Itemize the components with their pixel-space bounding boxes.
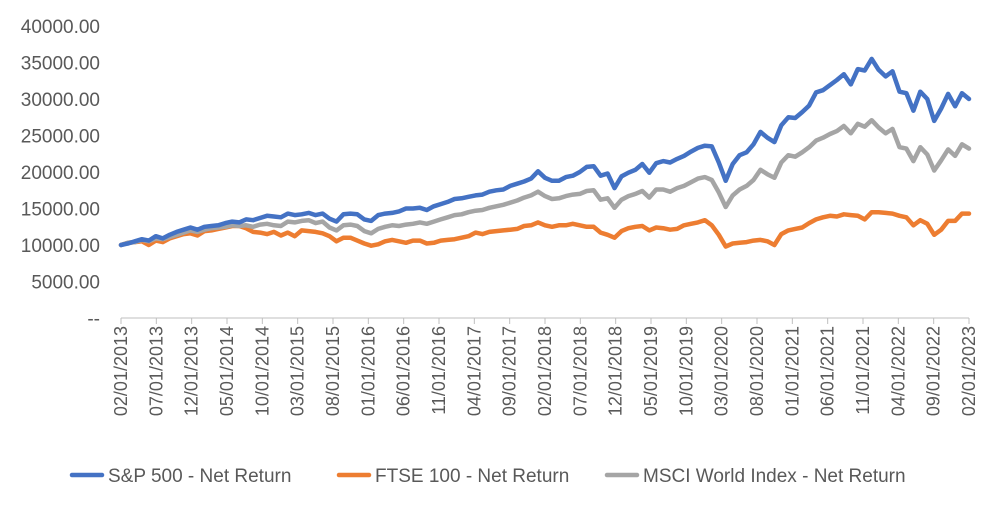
y-tick-label: 40000.00 [21, 17, 100, 38]
x-axis-labels: 02/01/2013 07/01/2013 12/01/2013 05/01/2014… [111, 326, 979, 416]
y-tick-label: -- [87, 309, 100, 330]
x-tick-label: 09/01/2022 [924, 326, 944, 416]
x-tick-label: 02/01/2013 [111, 326, 131, 416]
x-tick-label: 11/01/2021 [853, 326, 873, 415]
x-tick-label: 07/01/2013 [146, 326, 166, 416]
y-tick-label: 10000.00 [21, 236, 100, 257]
x-tick-label: 04/01/2022 [888, 326, 908, 416]
x-tick-label: 08/01/2015 [323, 326, 343, 416]
x-tick-label: 06/01/2021 [818, 326, 838, 416]
y-tick-label: 5000.00 [31, 273, 100, 294]
x-tick-label: 04/01/2017 [464, 326, 484, 416]
x-tick-label: 05/01/2019 [641, 326, 661, 416]
series-line-1 [118, 209, 972, 249]
x-tick-label: 05/01/2014 [217, 326, 237, 416]
y-axis-labels: -- 5000.00 10000.00 15000.00 20000.00 25000.0… [21, 17, 100, 330]
series-line-0 [118, 56, 972, 248]
y-tick-label: 25000.00 [21, 127, 100, 148]
x-tick-label: 10/01/2014 [252, 326, 272, 416]
x-tick-label: 12/01/2013 [182, 326, 202, 416]
series-lines [118, 56, 972, 249]
legend-label-1: FTSE 100 - Net Return [375, 466, 569, 487]
x-tick-label: 12/01/2018 [606, 326, 626, 416]
x-tick-label: 01/01/2021 [782, 326, 802, 416]
x-tick-label: 11/01/2016 [429, 326, 449, 415]
x-tick-label: 07/01/2018 [570, 326, 590, 416]
y-tick-label: 20000.00 [21, 163, 100, 184]
legend-label-0: S&P 500 - Net Return [108, 466, 291, 487]
y-tick-label: 35000.00 [21, 54, 100, 75]
x-tick-label: 02/01/2018 [535, 326, 555, 416]
x-tick-label: 06/01/2016 [394, 326, 414, 416]
x-tick-label: 09/01/2017 [500, 326, 520, 416]
y-tick-label: 30000.00 [21, 90, 100, 111]
x-tick-label: 01/01/2016 [358, 326, 378, 416]
x-axis-ticks [120, 318, 970, 324]
legend: S&P 500 - Net Return FTSE 100 - Net Retur… [69, 466, 906, 487]
series-line-2 [118, 117, 972, 248]
x-tick-label: 03/01/2020 [712, 326, 732, 416]
x-tick-label: 02/01/2023 [959, 326, 979, 416]
x-tick-label: 03/01/2015 [288, 326, 308, 416]
legend-label-2: MSCI World Index - Net Return [643, 466, 906, 487]
y-tick-label: 15000.00 [21, 200, 100, 221]
x-tick-label: 10/01/2019 [676, 326, 696, 416]
x-tick-label: 08/01/2020 [747, 326, 767, 416]
